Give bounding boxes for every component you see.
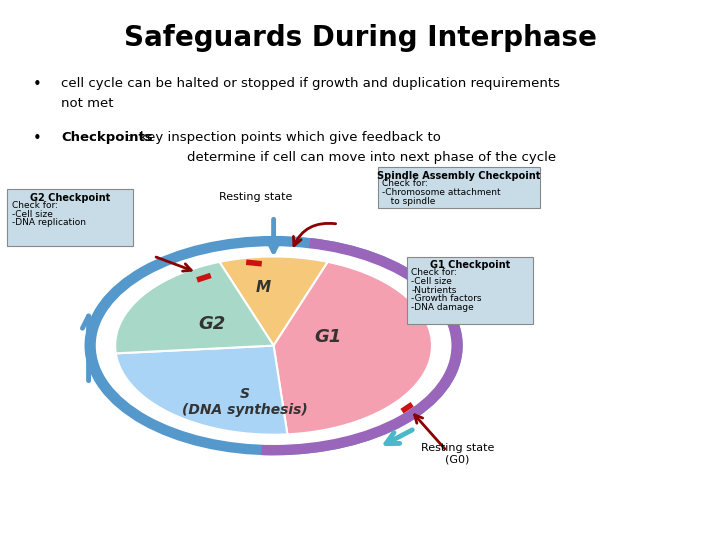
Text: -Cell size: -Cell size [411, 277, 452, 286]
Ellipse shape [96, 246, 451, 445]
Text: not met: not met [61, 97, 114, 110]
Text: Checkpoints: Checkpoints [61, 131, 153, 144]
FancyBboxPatch shape [407, 256, 533, 324]
Text: Check for:: Check for: [382, 179, 428, 188]
Polygon shape [116, 346, 287, 435]
Text: -Growth factors: -Growth factors [411, 294, 482, 303]
Polygon shape [115, 262, 274, 353]
Text: determine if cell can move into next phase of the cycle: determine if cell can move into next pha… [187, 151, 557, 164]
Text: •: • [32, 131, 41, 146]
Text: Spindle Assembly Checkpoint: Spindle Assembly Checkpoint [377, 171, 541, 181]
Text: cell cycle can be halted or stopped if growth and duplication requirements: cell cycle can be halted or stopped if g… [61, 77, 560, 90]
Text: Safeguards During Interphase: Safeguards During Interphase [124, 24, 596, 52]
Text: M: M [255, 280, 271, 295]
Text: G1: G1 [314, 328, 341, 347]
Text: to spindle: to spindle [382, 197, 436, 206]
Text: Check for:: Check for: [411, 268, 457, 278]
Text: •: • [32, 77, 41, 92]
Text: Resting state
(G0): Resting state (G0) [420, 443, 494, 464]
Text: -DNA damage: -DNA damage [411, 303, 474, 312]
Text: -Chromosome attachment: -Chromosome attachment [382, 188, 501, 197]
Text: -DNA replication: -DNA replication [12, 218, 86, 227]
Polygon shape [220, 256, 328, 346]
Text: G1 Checkpoint: G1 Checkpoint [430, 260, 510, 271]
Text: Resting state: Resting state [219, 192, 292, 202]
Text: -Cell size: -Cell size [12, 210, 53, 219]
FancyBboxPatch shape [7, 189, 133, 246]
Text: :  key inspection points which give feedback to: : key inspection points which give feedb… [127, 131, 441, 144]
Polygon shape [274, 262, 432, 434]
Text: G2 Checkpoint: G2 Checkpoint [30, 193, 110, 203]
FancyBboxPatch shape [378, 167, 540, 208]
Text: Check for:: Check for: [12, 201, 58, 210]
Text: -Nutrients: -Nutrients [411, 286, 456, 295]
Text: S
(DNA synthesis): S (DNA synthesis) [182, 387, 307, 417]
Text: G2: G2 [199, 315, 226, 333]
